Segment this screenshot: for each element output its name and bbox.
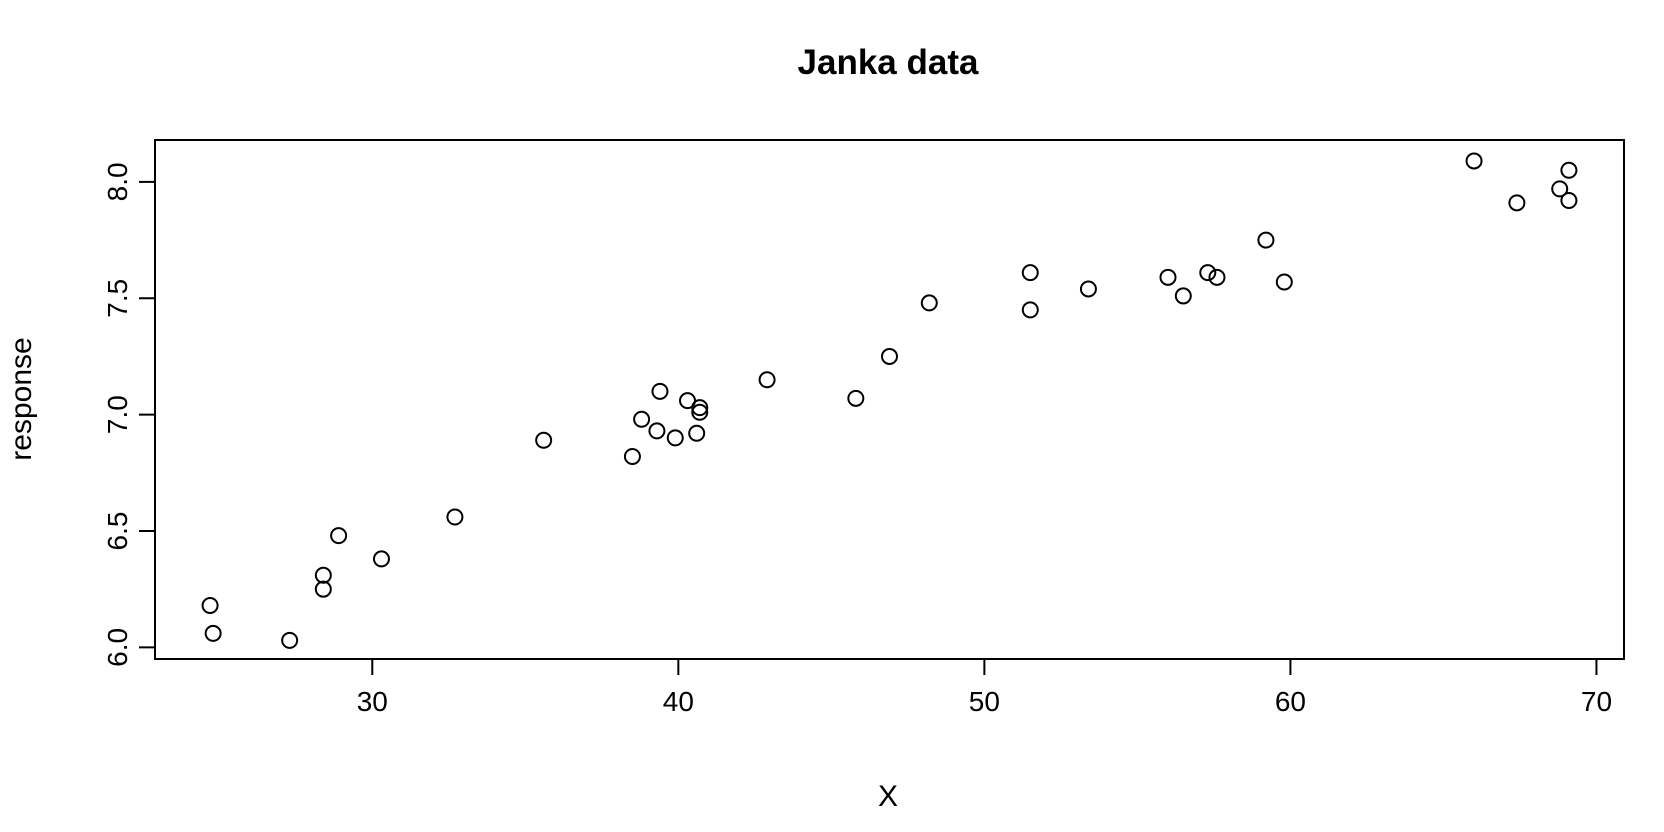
data-point — [666, 429, 684, 447]
data-point — [281, 631, 299, 649]
data-point — [372, 550, 390, 568]
x-tick-label: 30 — [357, 686, 388, 717]
y-tick-label: 8.0 — [102, 162, 133, 201]
y-tick-label: 7.0 — [102, 395, 133, 434]
data-point — [691, 399, 709, 417]
data-point — [1508, 194, 1526, 212]
y-tick-label: 7.5 — [102, 279, 133, 318]
data-point — [758, 371, 776, 389]
data-point — [330, 527, 348, 545]
data-point — [648, 422, 666, 440]
data-point — [1560, 192, 1578, 210]
data-point — [1275, 273, 1293, 291]
x-tick-label: 40 — [663, 686, 694, 717]
data-point — [1560, 161, 1578, 179]
data-point — [623, 448, 641, 466]
data-point — [920, 294, 938, 312]
x-tick-label: 50 — [969, 686, 1000, 717]
data-points — [201, 152, 1578, 649]
data-point — [651, 382, 669, 400]
data-point — [1465, 152, 1483, 170]
data-point — [1079, 280, 1097, 298]
data-point — [314, 580, 332, 598]
x-axis-label: X — [878, 780, 898, 813]
x-axis: 30 40 50 60 70 — [357, 659, 1612, 717]
data-point — [1021, 264, 1039, 282]
data-point — [314, 566, 332, 584]
y-axis-label: response — [5, 337, 38, 460]
chart-title: Janka data — [798, 43, 979, 82]
data-point — [881, 347, 898, 365]
data-point — [1159, 268, 1177, 286]
data-point — [535, 431, 553, 449]
data-point — [1199, 264, 1217, 282]
data-point — [446, 508, 464, 526]
data-point — [688, 424, 706, 442]
x-tick-label: 70 — [1581, 686, 1612, 717]
data-point — [1551, 180, 1569, 198]
data-point — [201, 596, 219, 614]
data-point — [1174, 287, 1192, 305]
y-tick-label: 6.5 — [102, 512, 133, 551]
data-point — [1021, 301, 1039, 319]
y-axis: 6.0 6.5 7.0 7.5 8.0 — [102, 162, 155, 667]
data-point — [1208, 268, 1226, 286]
data-point — [847, 389, 865, 407]
x-tick-label: 60 — [1275, 686, 1306, 717]
data-point — [691, 403, 709, 421]
data-point — [633, 410, 651, 428]
plot-frame — [154, 139, 1625, 660]
data-point — [1257, 231, 1275, 249]
data-point — [204, 624, 222, 642]
y-tick-label: 6.0 — [102, 628, 133, 667]
